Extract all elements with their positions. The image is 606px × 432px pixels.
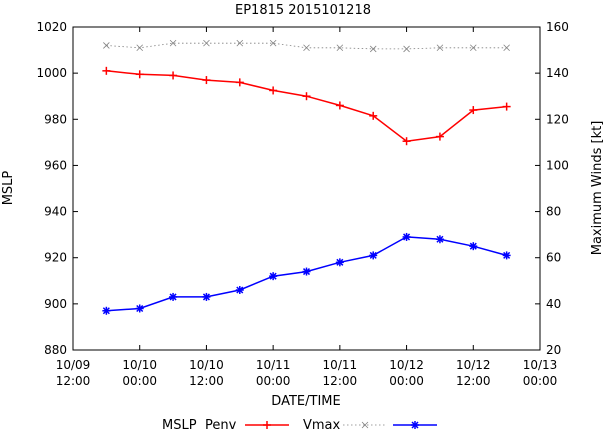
x-tick-label-time: 12:00 [456, 374, 491, 388]
x-tick-label-time: 12:00 [323, 374, 358, 388]
data-point [435, 132, 444, 141]
data-point [303, 44, 310, 52]
data-point [236, 39, 244, 47]
y2-tick-label: 20 [546, 343, 561, 357]
x-tick-label-time: 12:00 [56, 374, 91, 388]
data-point [335, 101, 344, 110]
y2-tick-label: 160 [546, 20, 569, 34]
x-tick-label-date: 10/12 [389, 358, 424, 372]
x-tick-label-date: 10/10 [122, 358, 157, 372]
y2-axis-label: Maximum Winds [kt] [590, 121, 605, 256]
x-tick-label-date: 10/13 [523, 358, 558, 372]
data-point [369, 45, 377, 53]
legend-swatch-marker [361, 421, 369, 429]
series-layer [102, 39, 511, 315]
y-tick-label: 880 [44, 343, 67, 357]
y2-tick-label: 40 [546, 297, 561, 311]
data-point [269, 39, 277, 47]
data-point [469, 242, 478, 251]
axis-ticks: 880 900 920 940 960 980 1000 1020 20 40 60 80 100 120… [36, 20, 568, 388]
data-point [102, 306, 111, 315]
y2-tick-label: 60 [546, 251, 561, 265]
x-tick-label-date: 10/09 [56, 358, 91, 372]
legend-entry-label: Vmax [303, 418, 341, 432]
data-point [435, 235, 444, 244]
y-axis-label: MSLP [1, 171, 16, 206]
series-y2 [102, 232, 511, 315]
x-tick-label-date: 10/10 [189, 358, 224, 372]
data-point [335, 258, 344, 267]
data-point [235, 286, 244, 295]
data-point [203, 39, 210, 47]
y-tick-label: 980 [44, 112, 67, 126]
x-tick-label-time: 00:00 [122, 374, 157, 388]
data-point [269, 272, 278, 281]
data-point [169, 39, 177, 47]
y2-tick-label: 120 [546, 112, 569, 126]
x-tick-label-date: 10/11 [323, 358, 358, 372]
series-penv [102, 66, 511, 146]
legend-title: MSLP [162, 418, 197, 432]
y2-tick-label: 80 [546, 205, 561, 219]
x-tick-label-time: 00:00 [523, 374, 558, 388]
legend: MSLP Penv Vmax [162, 418, 437, 432]
x-tick-label-date: 10/11 [256, 358, 291, 372]
data-point [502, 102, 511, 111]
x-axis-label: DATE/TIME [271, 394, 340, 409]
chart-title: EP1815 2015101218 [235, 3, 371, 18]
data-point [202, 76, 211, 85]
data-point [136, 44, 143, 52]
data-point [369, 251, 378, 260]
data-point [402, 137, 411, 146]
x-tick-label-date: 10/12 [456, 358, 491, 372]
data-point [269, 86, 278, 95]
data-point [402, 232, 411, 241]
y-tick-label: 920 [44, 251, 67, 265]
y-tick-label: 900 [44, 297, 67, 311]
data-point [135, 70, 144, 79]
data-point [436, 44, 444, 52]
data-point [469, 106, 478, 115]
data-point [202, 292, 211, 301]
data-point [102, 66, 111, 75]
data-point [302, 267, 311, 276]
legend-swatch-marker [263, 421, 271, 429]
data-point [235, 78, 244, 87]
data-point [503, 44, 510, 52]
y-tick-label: 1020 [36, 20, 67, 34]
data-point [470, 44, 477, 52]
y-tick-label: 960 [44, 158, 67, 172]
y-tick-label: 940 [44, 205, 67, 219]
data-point [336, 44, 344, 52]
data-point [169, 292, 178, 301]
y-tick-label: 1000 [36, 66, 67, 80]
series-vmax [103, 39, 510, 53]
x-tick-label-time: 12:00 [189, 374, 224, 388]
data-point [169, 71, 178, 80]
x-tick-label-time: 00:00 [389, 374, 424, 388]
data-point [103, 42, 110, 49]
data-point [135, 304, 144, 313]
y2-tick-label: 140 [546, 66, 569, 80]
data-point [302, 92, 311, 101]
plot-frame [72, 26, 541, 351]
legend-entry-label: Penv [205, 418, 237, 432]
data-point [502, 251, 511, 260]
data-point [369, 111, 378, 120]
x-tick-label-time: 00:00 [256, 374, 291, 388]
data-point [403, 45, 410, 53]
y2-tick-label: 100 [546, 158, 569, 172]
legend-swatch-marker [411, 421, 419, 429]
series-line [106, 70, 507, 142]
